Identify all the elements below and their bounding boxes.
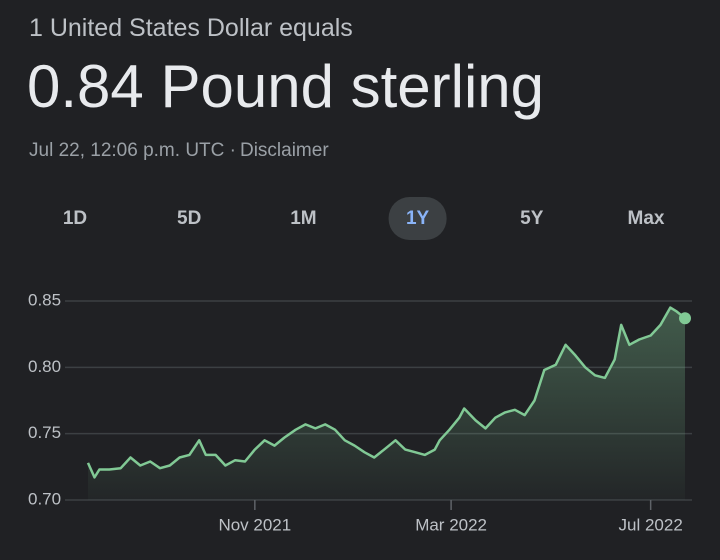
rate: 0.84 Pound sterling [27,53,545,120]
disclaimer-link[interactable]: Disclaimer [239,140,329,161]
range-button[interactable]: 5D [177,208,201,229]
range-button[interactable]: 1D [63,208,87,229]
timestamp: Jul 22, 12:06 p.m. UTC · [29,140,236,161]
range-button[interactable]: Max [628,208,665,229]
y-tick-label: 0.70 [28,489,61,508]
subtitle: 1 United States Dollar equals [29,14,353,42]
y-tick-label: 0.80 [28,357,61,376]
range-button[interactable]: 1Y [406,208,430,229]
area [88,307,685,500]
range-button[interactable]: 1M [290,208,316,229]
x-tick-label: Jul 2022 [619,515,683,534]
y-tick-label: 0.75 [28,423,61,442]
x-tick-label: Mar 2022 [415,515,487,534]
y-tick-label: 0.85 [28,290,61,309]
timestamp-row: Jul 22, 12:06 p.m. UTC · Disclaimer [29,140,333,162]
line [86,306,686,479]
range-selected-bg [388,197,447,240]
range-button[interactable]: 5Y [520,208,544,229]
x-tick-label: Nov 2021 [218,515,291,534]
end-dot [679,312,691,325]
